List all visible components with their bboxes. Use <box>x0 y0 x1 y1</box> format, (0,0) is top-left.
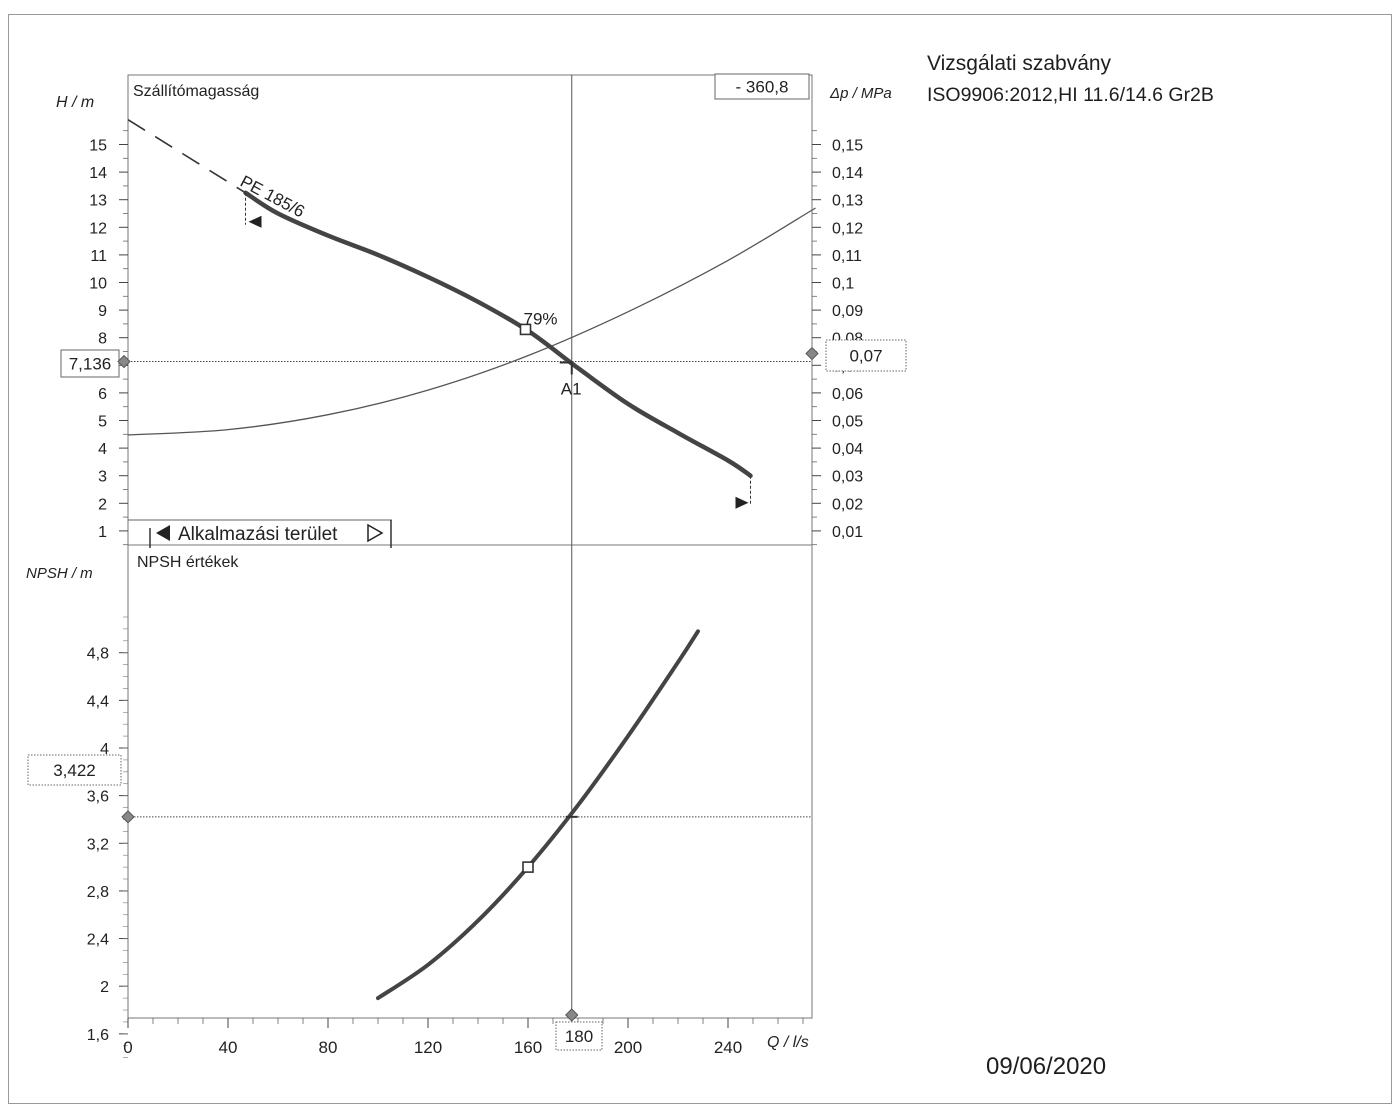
npsh-tick-label: 3,2 <box>87 836 109 853</box>
top-readout-box <box>714 73 810 100</box>
head-panel-title: Szállítómagasság <box>133 83 259 100</box>
npsh-panel-frame <box>127 544 813 1019</box>
npsh-readout-left-box <box>27 754 122 786</box>
pump-curve-extension <box>127 119 246 194</box>
efficiency-label: 79% <box>524 309 558 328</box>
x-tick-label: 40 <box>219 1038 238 1057</box>
x-tick-label: 160 <box>514 1038 542 1057</box>
operating-point-label: A1 <box>561 380 582 399</box>
x-tick-label: 120 <box>414 1038 442 1057</box>
standard-value: ISO9906:2012,HI 11.6/14.6 Gr2B <box>927 84 1214 106</box>
head-tick-label: 3 <box>98 469 107 486</box>
dp-tick-label: 0,05 <box>832 414 863 431</box>
range-bar-right-arrow <box>367 523 384 543</box>
npsh-rated-marker <box>522 861 534 873</box>
dp-tick-label: 0,02 <box>832 496 863 513</box>
dp-readout-right: 0,07 <box>849 347 882 366</box>
dp-tick-label: 0,11 <box>832 248 862 265</box>
standard-title: Vizsgálati szabvány <box>927 52 1112 75</box>
dp-readout-right-box <box>825 339 907 372</box>
dp-tick-label: 0,12 <box>832 220 863 237</box>
top-readout: - 360,8 <box>736 78 789 97</box>
range-start-arrow <box>248 215 262 228</box>
head-tick-label: 5 <box>98 414 107 431</box>
head-readout-left-box <box>60 349 120 378</box>
application-range-label: Alkalmazási terület <box>178 524 338 545</box>
range-end-arrow <box>735 496 749 509</box>
x-readout: 180 <box>565 1027 593 1046</box>
x-tick-label: 200 <box>614 1038 642 1057</box>
head-tick-label: 11 <box>90 248 107 265</box>
npsh-tick-label: 4,4 <box>87 693 109 710</box>
dp-readout-right-diamond <box>805 346 819 361</box>
operating-point-marker <box>559 361 573 375</box>
npsh-readout-left-diamond <box>121 810 135 824</box>
npsh-tick-label: 4 <box>100 741 109 758</box>
range-bar-left-arrow <box>156 525 170 541</box>
dp-tick-label: 0,09 <box>832 303 863 320</box>
head-panel-frame <box>127 74 813 546</box>
x-readout-box <box>555 1021 603 1051</box>
x-tick-label: 240 <box>714 1038 742 1057</box>
head-readout-left-diamond <box>117 354 131 369</box>
npsh-tick-label: 2 <box>100 979 109 996</box>
x-readout-diamond <box>565 1008 579 1022</box>
npsh-tick-label: 3,6 <box>87 789 109 806</box>
npsh-tick-label: 2,4 <box>87 932 109 949</box>
dp-tick-label: 0,15 <box>832 138 863 155</box>
system-curve-line <box>127 207 816 436</box>
head-tick-label: 9 <box>98 303 107 320</box>
dp-axis-label: Δp / MPa <box>829 85 892 102</box>
dp-tick-label: 0,06 <box>832 386 863 403</box>
dp-tick-label: 0,13 <box>832 193 863 210</box>
diagram-frame <box>8 14 1392 1104</box>
npsh-tick-label: 1,6 <box>87 1027 109 1044</box>
npsh-panel-title: NPSH értékek <box>137 554 239 571</box>
head-tick-label: 8 <box>98 331 107 348</box>
head-tick-label: 4 <box>98 441 107 458</box>
x-tick-label: 0 <box>123 1038 132 1057</box>
npsh-axis-label: NPSH / m <box>26 565 93 582</box>
dp-tick-label: 0,04 <box>832 441 863 458</box>
x-tick-label: 80 <box>319 1038 338 1057</box>
head-tick-label: 13 <box>89 193 107 210</box>
dp-tick-label: 0,1 <box>832 276 854 293</box>
head-tick-label: 14 <box>89 165 107 182</box>
efficiency-marker <box>519 323 532 336</box>
dp-tick-label: 0,03 <box>832 469 863 486</box>
x-axis-label: Q / l/s <box>767 1034 809 1051</box>
head-tick-label: 12 <box>89 220 107 237</box>
pump-curve-line <box>243 190 753 478</box>
npsh-tick-label: 4,8 <box>87 646 109 663</box>
head-tick-label: 10 <box>89 276 107 293</box>
npsh-readout-left: 3,422 <box>53 761 96 780</box>
head-readout-left: 7,136 <box>69 355 112 374</box>
head-tick-label: 6 <box>98 386 107 403</box>
dp-tick-label: 0,14 <box>832 165 863 182</box>
report-date: 09/06/2020 <box>986 1053 1107 1080</box>
head-axis-label: H / m <box>56 94 94 111</box>
npsh-curve-line <box>376 629 700 1001</box>
head-tick-label: 15 <box>89 138 107 155</box>
head-tick-label: 1 <box>98 524 107 541</box>
npsh-tick-label: 2,8 <box>87 884 109 901</box>
head-tick-label: 2 <box>98 496 107 513</box>
dp-tick-label: 0,01 <box>832 524 863 541</box>
